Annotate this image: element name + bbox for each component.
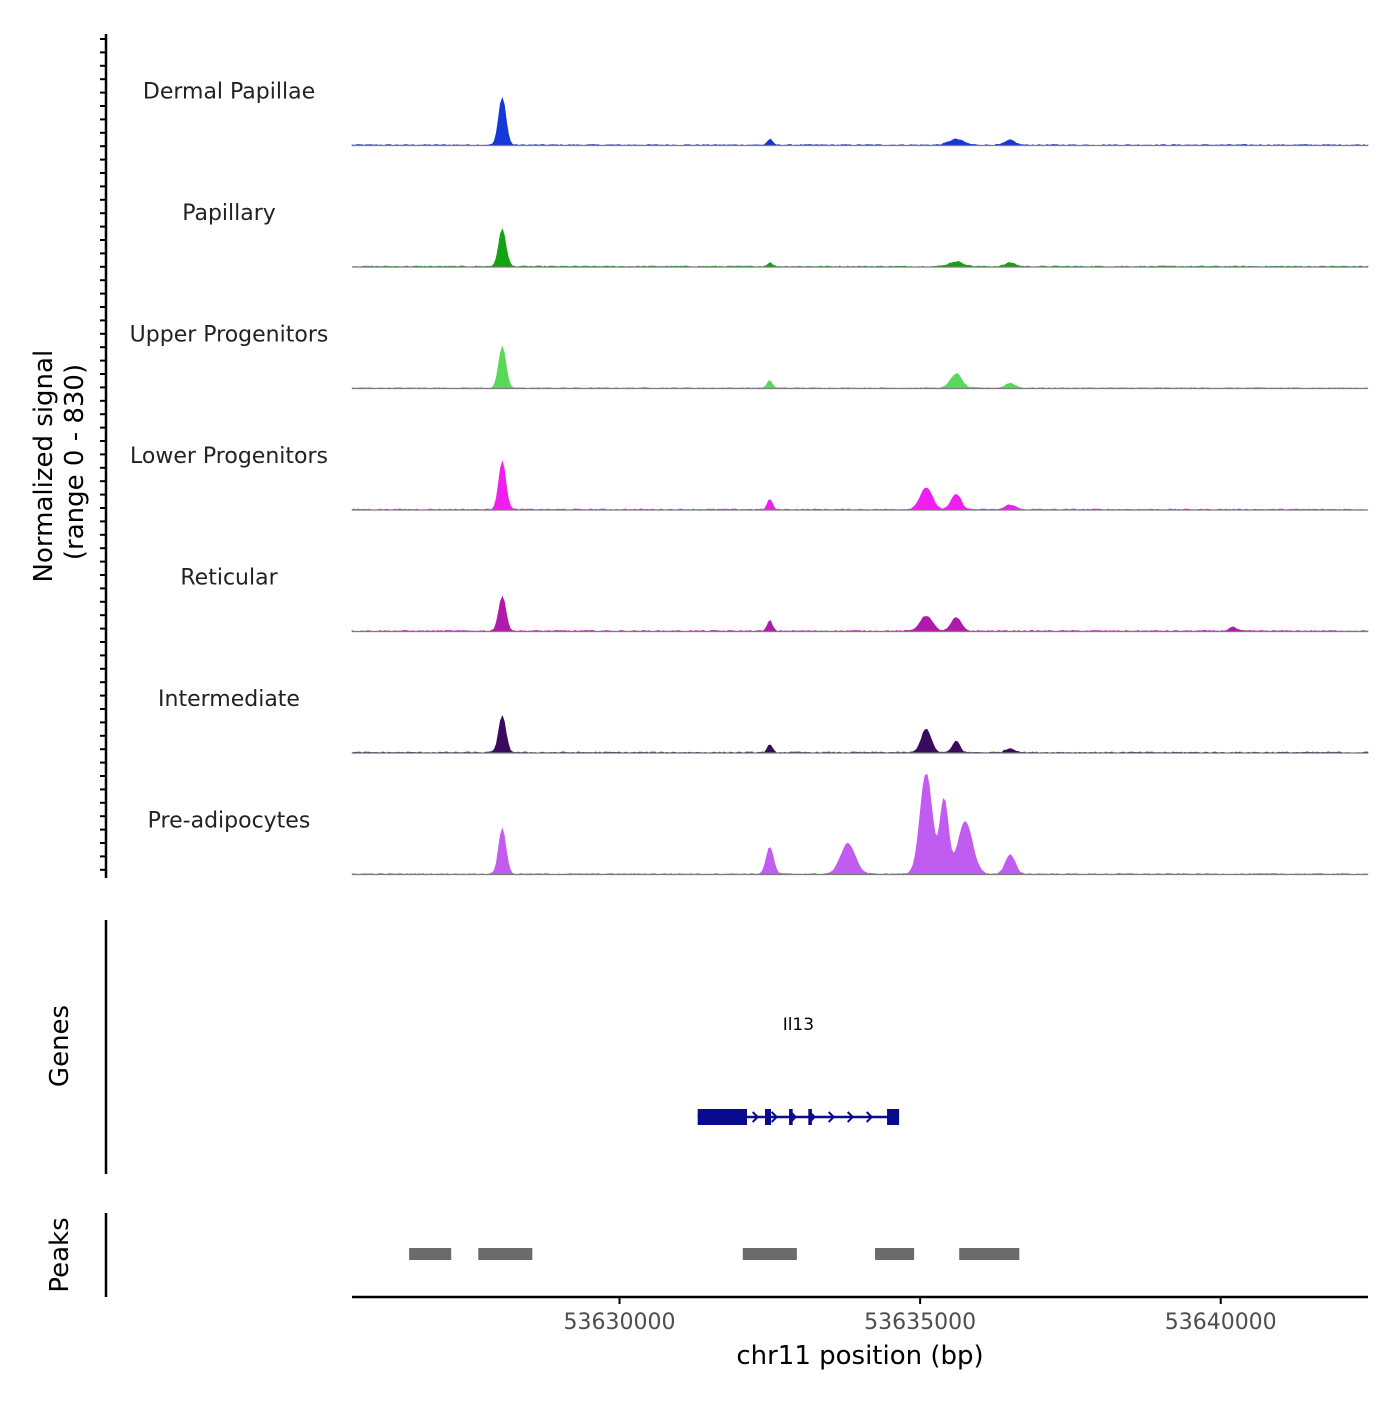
peaks-axis-title: Peaks <box>45 1217 75 1292</box>
track-label: Pre-adipocytes <box>148 809 311 834</box>
strand-arrow <box>827 1111 836 1123</box>
strand-arrow <box>808 1111 817 1123</box>
coverage-area-lower-progenitors <box>351 460 1369 511</box>
x-axis-title: chr11 position (bp) <box>736 1341 983 1371</box>
strand-arrow <box>789 1111 798 1123</box>
gene-exon <box>765 1109 772 1125</box>
plot-marks: Dermal Papillae Papillary Upper Progenitor… <box>100 34 1369 1335</box>
gene-exon <box>887 1109 900 1125</box>
track-label: Intermediate <box>158 687 300 712</box>
peak-region <box>959 1248 1020 1260</box>
coverage-area-intermediate <box>351 714 1369 754</box>
coverage-area-reticular <box>351 595 1369 632</box>
gene-exon <box>697 1109 747 1125</box>
track-label: Lower Progenitors <box>130 444 328 469</box>
x-tick-label: 53640000 <box>1165 1310 1277 1335</box>
coverage-area-upper-progenitors <box>351 345 1369 389</box>
strand-arrow <box>751 1111 760 1123</box>
x-tick-label: 53635000 <box>864 1310 976 1335</box>
y-axis-title: Normalized signal (range 0 - 830) <box>29 342 90 583</box>
strand-arrow <box>865 1111 874 1123</box>
coverage-area-papillary <box>351 228 1369 268</box>
strand-arrow <box>846 1111 855 1123</box>
peak-region <box>409 1248 452 1260</box>
track-label: Papillary <box>182 201 276 226</box>
strand-arrow <box>770 1111 779 1123</box>
gene-exon <box>789 1109 793 1125</box>
gene-exon <box>808 1109 812 1125</box>
track-label: Reticular <box>180 566 278 591</box>
coverage-area-pre-adipocytes <box>351 773 1369 875</box>
genes-axis-title: Genes <box>45 1005 75 1087</box>
track-label: Upper Progenitors <box>130 323 329 348</box>
y-axis-title-line1: Normalized signal <box>29 350 59 583</box>
y-axis-title-line2: (range 0 - 830) <box>60 364 90 560</box>
coverage-area-dermal-papillae <box>351 97 1369 146</box>
track-label: Dermal Papillae <box>143 80 315 105</box>
peak-region <box>478 1248 533 1260</box>
peak-region <box>875 1248 915 1260</box>
peak-region <box>742 1248 797 1260</box>
x-tick-label: 53630000 <box>564 1310 676 1335</box>
gene-name-label: Il13 <box>783 1015 814 1035</box>
